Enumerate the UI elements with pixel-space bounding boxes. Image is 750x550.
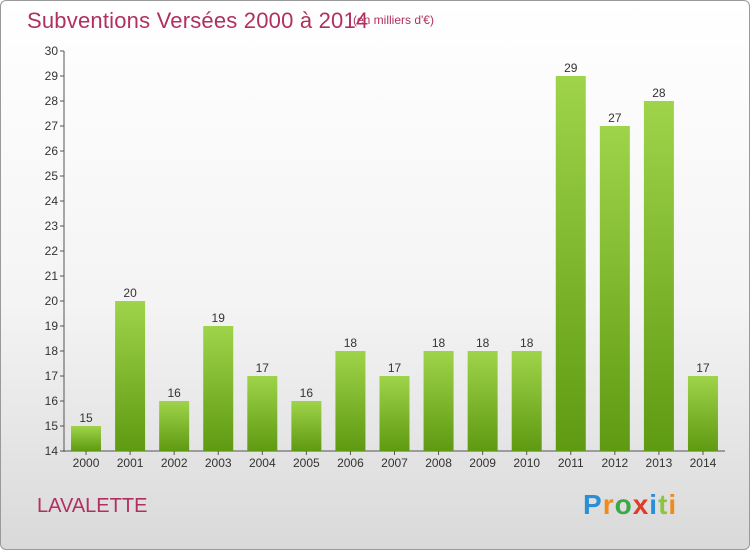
bar [291,401,322,451]
y-tick-label: 28 [45,94,59,108]
logo-letter: i [668,489,678,520]
bar [379,376,410,451]
chart-subtitle: (en milliers d'€) [353,13,434,27]
y-tick-label: 20 [45,294,59,308]
x-tick-label: 2010 [513,456,540,470]
bar [335,351,366,451]
y-tick-label: 22 [45,244,59,258]
chart-title: Subventions Versées 2000 à 2014 [27,8,369,33]
y-tick-label: 16 [45,394,59,408]
bar [511,351,542,451]
y-tick-label: 30 [45,44,59,58]
y-tick-label: 27 [45,119,59,133]
x-tick-label: 2008 [425,456,452,470]
x-tick-label: 2013 [646,456,673,470]
x-tick-label: 2001 [117,456,144,470]
data-label: 16 [167,386,181,400]
data-label: 18 [476,336,490,350]
x-tick-label: 2006 [337,456,364,470]
bars-group: 15 20 16 19 17 16 18 17 18 18 18 29 27 28 17 [71,61,718,451]
data-label: 20 [123,286,137,300]
bar [71,426,102,451]
x-tick-label: 2007 [381,456,408,470]
bar [423,351,454,451]
y-tick-label: 29 [45,69,59,83]
data-label: 17 [696,361,710,375]
bar [599,126,630,451]
x-tick-label: 2004 [249,456,276,470]
bar [247,376,278,451]
x-tick-label: 2014 [690,456,717,470]
logo-letter: r [602,489,615,520]
x-tick-label: 2012 [601,456,628,470]
logo-letter: o [614,489,633,520]
data-label: 16 [300,386,314,400]
data-label: 19 [212,311,226,325]
y-tick-label: 26 [45,144,59,158]
y-tick-label: 23 [45,219,59,233]
bar [467,351,498,451]
bar [159,401,190,451]
data-label: 18 [520,336,534,350]
logo-letter: t [658,489,669,520]
logo-letter: P [583,489,603,520]
x-tick-label: 2011 [558,456,584,470]
data-label: 17 [388,361,402,375]
y-tick-label: 25 [45,169,59,183]
data-label: 15 [79,411,93,425]
bar [643,101,674,451]
data-label: 17 [256,361,270,375]
x-tick-label: 2005 [293,456,320,470]
chart-axes: 14 15 16 17 18 19 20 21 22 23 24 25 26 27 28 29 30 2000 20… [45,44,725,470]
x-tick-label: 2002 [161,456,188,470]
x-tick-label: 2009 [469,456,496,470]
y-tick-label: 24 [45,194,59,208]
y-tick-label: 19 [45,319,59,333]
data-label: 28 [652,86,666,100]
x-tick-label: 2000 [73,456,100,470]
y-tick-label: 14 [45,444,59,458]
y-tick-label: 21 [45,269,59,283]
data-label: 18 [344,336,358,350]
data-label: 18 [432,336,446,350]
commune-name: LAVALETTE [37,495,148,517]
bar [555,76,586,451]
bar [115,301,146,451]
data-label: 27 [608,111,622,125]
logo-letter: x [632,489,650,520]
y-tick-label: 18 [45,344,59,358]
logo-letter: i [649,489,659,520]
proxiti-logo: Proxiti [583,489,677,521]
y-tick-label: 17 [45,369,59,383]
bar [687,376,718,451]
x-tick-label: 2003 [205,456,232,470]
data-label: 29 [564,61,578,75]
bar [203,326,234,451]
y-tick-label: 15 [45,419,59,433]
